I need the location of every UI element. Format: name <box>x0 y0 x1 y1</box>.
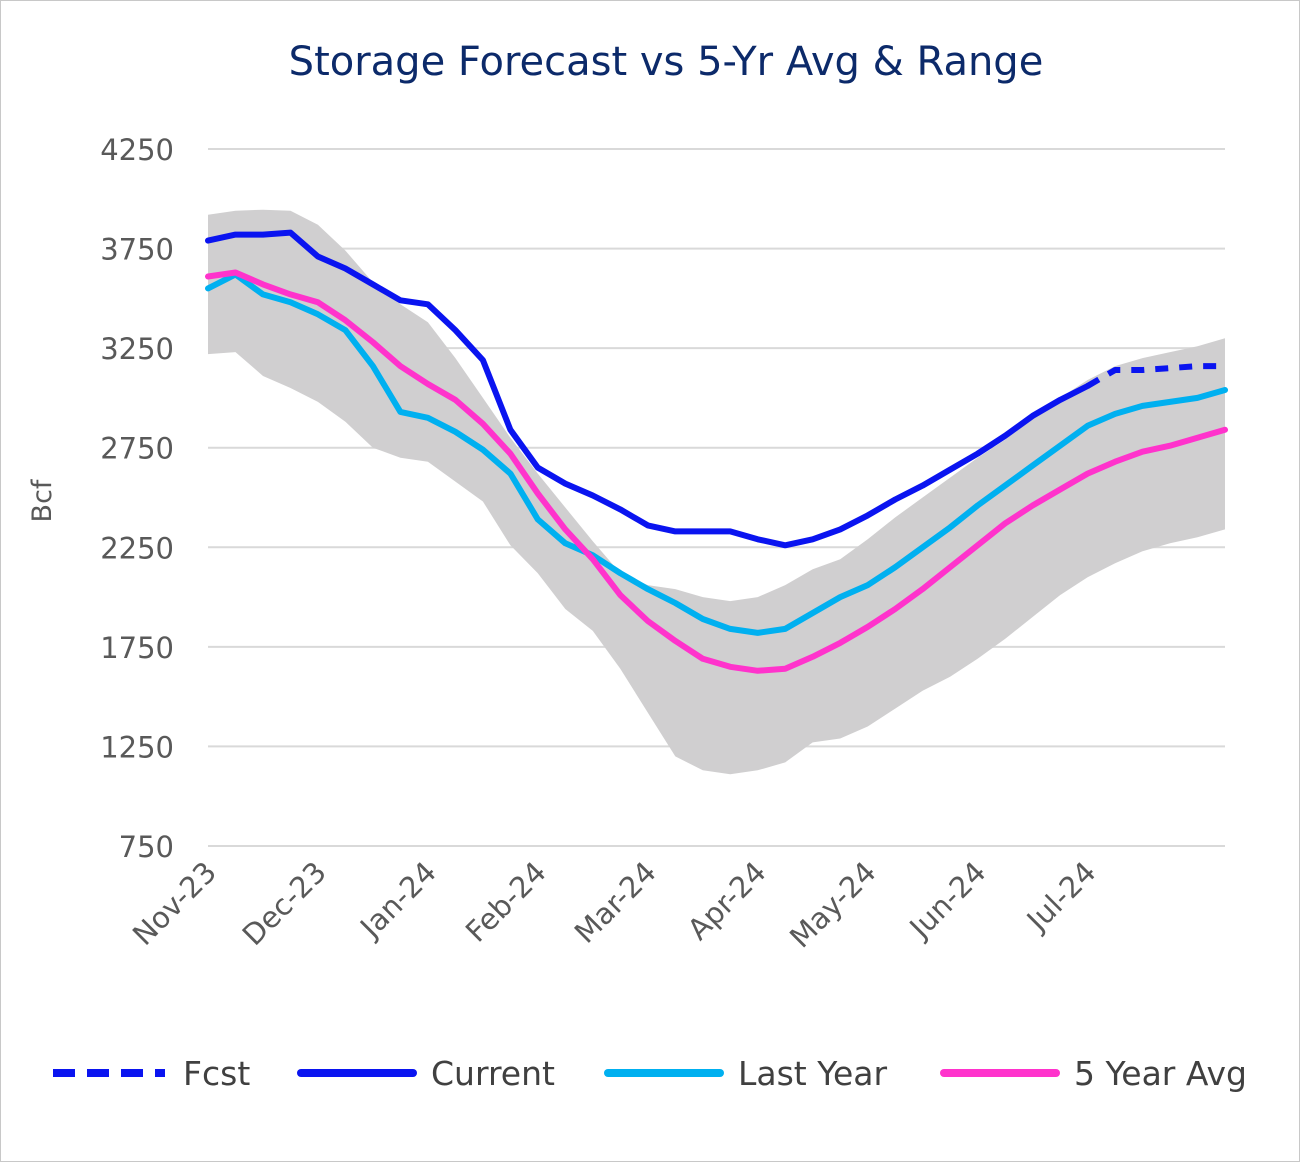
range-band-layer <box>208 209 1225 775</box>
y-tick-label: 4250 <box>100 133 174 167</box>
legend-label-5-year-avg: 5 Year Avg <box>1074 1054 1247 1093</box>
chart-title: Storage Forecast vs 5-Yr Avg & Range <box>288 39 1044 85</box>
x-tick-label: May-24 <box>783 855 883 955</box>
y-tick-label: 1250 <box>100 730 174 764</box>
x-tick-label: Apr-24 <box>681 855 773 947</box>
y-tick-label: 2750 <box>100 432 174 466</box>
legend: Fcst Current Last Year 5 Year Avg <box>53 1054 1247 1093</box>
range-band-area <box>208 209 1225 775</box>
y-tick-label: 2250 <box>100 531 174 565</box>
y-tick-label: 1750 <box>100 631 174 665</box>
series-line-last-year <box>205 271 1228 636</box>
series-line-fcst <box>1086 363 1225 389</box>
x-tick-label: Nov-23 <box>126 855 223 952</box>
y-axis-ticks: 4250 3750 3250 2750 2250 1750 1250 750 <box>100 133 174 864</box>
series-line-current <box>205 229 1091 549</box>
y-axis-label: Bcf <box>27 478 58 522</box>
x-tick-label: Mar-24 <box>568 855 663 950</box>
legend-label-current: Current <box>431 1054 555 1093</box>
series-layer <box>205 229 1228 674</box>
y-tick-label: 750 <box>119 830 174 864</box>
x-tick-label: Jun-24 <box>902 855 993 946</box>
x-tick-label: Jan-24 <box>352 855 443 946</box>
x-axis-ticks: Nov-23 Dec-23 Jan-24 Feb-24 Mar-24 Apr-24 May-… <box>126 855 1103 955</box>
y-tick-label: 3250 <box>100 332 174 366</box>
legend-label-fcst: Fcst <box>183 1054 250 1093</box>
legend-label-last-year: Last Year <box>738 1054 888 1093</box>
x-tick-label: Feb-24 <box>459 855 553 949</box>
x-tick-label: Dec-23 <box>236 855 333 952</box>
y-tick-label: 3750 <box>100 233 174 267</box>
x-tick-label: Jul-24 <box>1019 855 1103 939</box>
series-line-5-year-avg <box>205 269 1228 674</box>
